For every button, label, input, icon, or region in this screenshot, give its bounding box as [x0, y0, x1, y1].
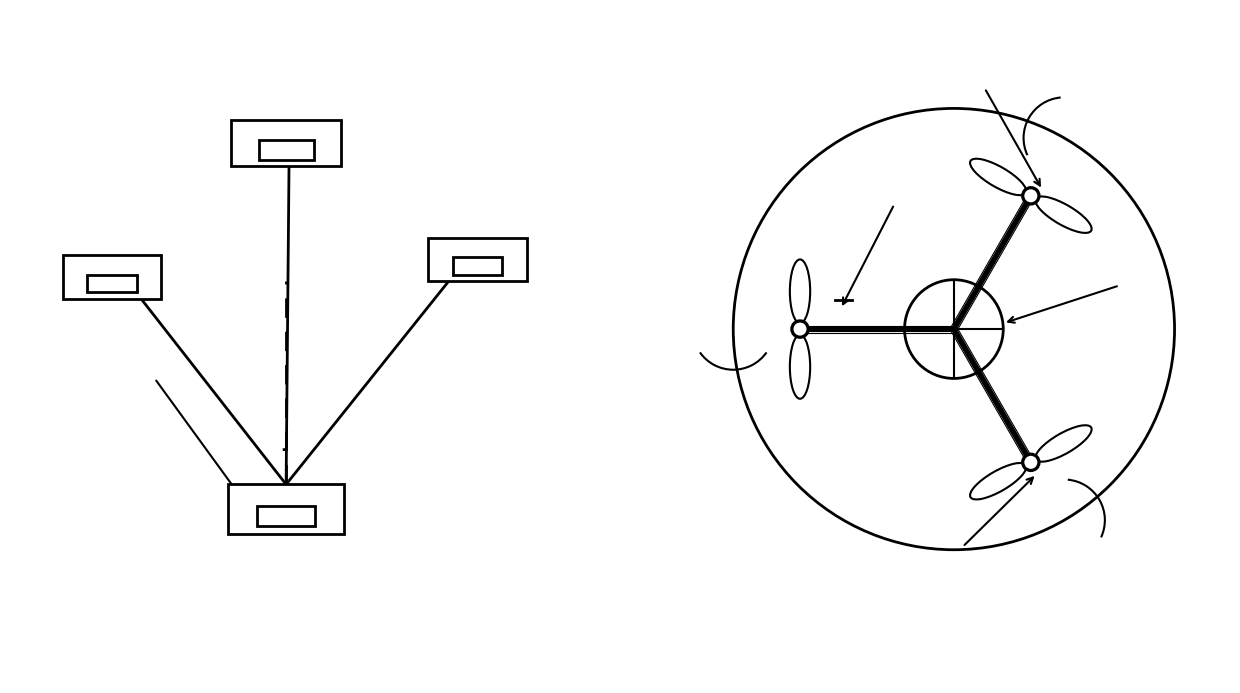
Ellipse shape [790, 259, 810, 323]
Circle shape [1023, 188, 1038, 203]
Circle shape [1022, 454, 1039, 471]
Text: 机体: 机体 [1008, 283, 1143, 323]
Bar [87, 274, 136, 292]
Text: 1-检测PIR: 1-检测PIR [842, 202, 949, 304]
Circle shape [1023, 455, 1038, 470]
Ellipse shape [1035, 196, 1091, 233]
Ellipse shape [790, 335, 810, 398]
Text: 3-基准PIR: 3-基准PIR [906, 477, 1033, 550]
Circle shape [1022, 187, 1039, 204]
Circle shape [791, 320, 808, 337]
Bar [258, 141, 314, 159]
Ellipse shape [970, 159, 1027, 195]
Bar [228, 484, 345, 534]
Bar [231, 120, 341, 166]
Bar [257, 506, 315, 527]
Text: 机体: 机体 [136, 376, 243, 499]
Ellipse shape [970, 463, 1027, 500]
Text: 2-检测PIR: 2-检测PIR [930, 85, 1040, 186]
Bar [453, 257, 502, 274]
Circle shape [792, 322, 807, 337]
Bar [62, 255, 161, 299]
Bar [428, 238, 527, 281]
Ellipse shape [1035, 426, 1091, 462]
